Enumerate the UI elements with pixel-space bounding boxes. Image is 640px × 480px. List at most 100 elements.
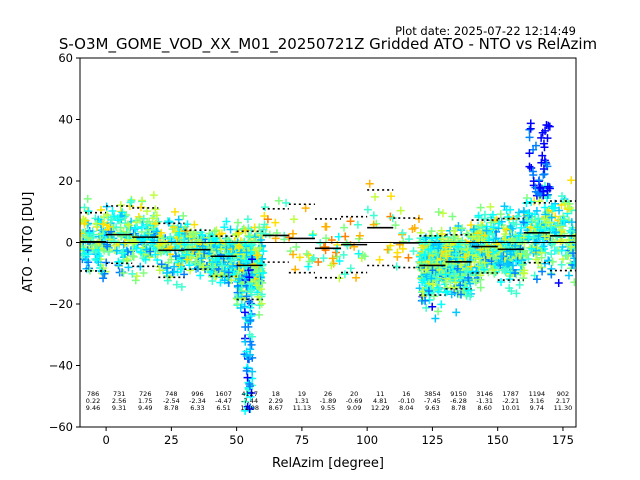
data-point bbox=[152, 211, 161, 220]
data-point bbox=[274, 196, 283, 205]
data-point bbox=[252, 251, 261, 260]
data-point bbox=[314, 258, 323, 267]
bin-count-label: 731 bbox=[113, 390, 125, 398]
bin-count-label: 1787 bbox=[502, 390, 519, 398]
data-point bbox=[263, 215, 272, 224]
data-point bbox=[240, 308, 249, 317]
data-point bbox=[103, 210, 112, 219]
data-point bbox=[151, 250, 160, 259]
data-point bbox=[80, 251, 87, 260]
data-point bbox=[335, 257, 344, 266]
data-point bbox=[398, 244, 407, 253]
data-point bbox=[536, 183, 545, 192]
data-point bbox=[563, 252, 572, 261]
bin-mean-label: -2.54 bbox=[163, 397, 180, 405]
data-point bbox=[525, 125, 534, 134]
data-point bbox=[548, 257, 557, 266]
data-point bbox=[566, 226, 575, 235]
data-point bbox=[539, 242, 548, 251]
bin-mean-label: 2.17 bbox=[556, 397, 570, 405]
data-point bbox=[114, 257, 123, 266]
data-point bbox=[257, 299, 266, 308]
data-point bbox=[220, 223, 229, 232]
data-point bbox=[322, 234, 331, 243]
data-point bbox=[180, 240, 189, 249]
data-point bbox=[391, 221, 400, 230]
data-point bbox=[427, 274, 436, 283]
data-point bbox=[245, 297, 254, 306]
bin-count-label: 11 bbox=[376, 390, 384, 398]
data-point bbox=[421, 296, 430, 305]
bin-mean-label: 1.31 bbox=[295, 397, 309, 405]
data-point bbox=[247, 311, 256, 320]
y-tick-label: 60 bbox=[58, 51, 73, 65]
data-point bbox=[85, 228, 94, 237]
data-point bbox=[537, 133, 546, 142]
data-point bbox=[198, 230, 207, 239]
data-point bbox=[172, 280, 181, 289]
bin-mean-label: 0.22 bbox=[86, 397, 100, 405]
data-point bbox=[260, 220, 269, 229]
data-point bbox=[261, 203, 270, 212]
data-point bbox=[532, 255, 541, 264]
data-point bbox=[535, 197, 544, 206]
data-point bbox=[422, 303, 431, 312]
data-point bbox=[143, 224, 152, 233]
bin-mean-label: 3.16 bbox=[530, 397, 544, 405]
data-point bbox=[426, 256, 435, 265]
data-point bbox=[289, 250, 298, 259]
data-point bbox=[404, 253, 413, 262]
data-point bbox=[474, 211, 483, 220]
bin-mean-label: -6.28 bbox=[450, 397, 467, 405]
data-point bbox=[152, 227, 161, 236]
data-point bbox=[175, 261, 184, 270]
data-point bbox=[243, 215, 252, 224]
data-point bbox=[478, 223, 487, 232]
data-point bbox=[535, 176, 544, 185]
data-point bbox=[340, 270, 349, 279]
bin-std-label: 11.08 bbox=[240, 404, 259, 412]
data-point bbox=[405, 235, 414, 244]
data-point bbox=[456, 290, 465, 299]
data-point bbox=[188, 240, 197, 249]
data-point bbox=[537, 248, 546, 257]
data-point bbox=[537, 263, 546, 272]
data-point bbox=[505, 275, 514, 284]
data-point bbox=[509, 218, 518, 227]
data-point bbox=[502, 225, 511, 234]
data-point bbox=[245, 273, 254, 282]
data-point bbox=[84, 207, 93, 216]
data-point bbox=[419, 241, 428, 250]
data-point bbox=[422, 272, 431, 281]
data-point bbox=[165, 217, 174, 226]
data-point bbox=[508, 261, 517, 270]
data-point bbox=[490, 269, 499, 278]
bin-std-label: 8.04 bbox=[399, 404, 413, 412]
data-point bbox=[468, 246, 477, 255]
data-point bbox=[437, 226, 446, 235]
data-point bbox=[539, 139, 548, 148]
data-point bbox=[424, 287, 433, 296]
data-point bbox=[84, 258, 93, 267]
data-point bbox=[420, 237, 429, 246]
bin-mean-label: -1.31 bbox=[476, 397, 493, 405]
data-point bbox=[295, 253, 304, 262]
data-point bbox=[421, 265, 430, 274]
data-point bbox=[480, 258, 489, 267]
data-point bbox=[261, 229, 270, 238]
data-point bbox=[432, 260, 441, 269]
data-point bbox=[136, 248, 145, 257]
data-point bbox=[363, 205, 372, 214]
data-point bbox=[246, 288, 255, 297]
y-tick-label: 0 bbox=[66, 236, 73, 250]
data-point bbox=[208, 276, 217, 285]
data-point bbox=[555, 206, 564, 215]
bin-mean-label: -2.21 bbox=[502, 397, 519, 405]
data-point bbox=[206, 268, 215, 277]
data-point bbox=[305, 257, 314, 266]
data-point bbox=[119, 268, 128, 277]
data-point bbox=[398, 229, 407, 238]
bin-std-label: 10.01 bbox=[501, 404, 520, 412]
data-point bbox=[571, 259, 576, 268]
data-point bbox=[217, 245, 226, 254]
